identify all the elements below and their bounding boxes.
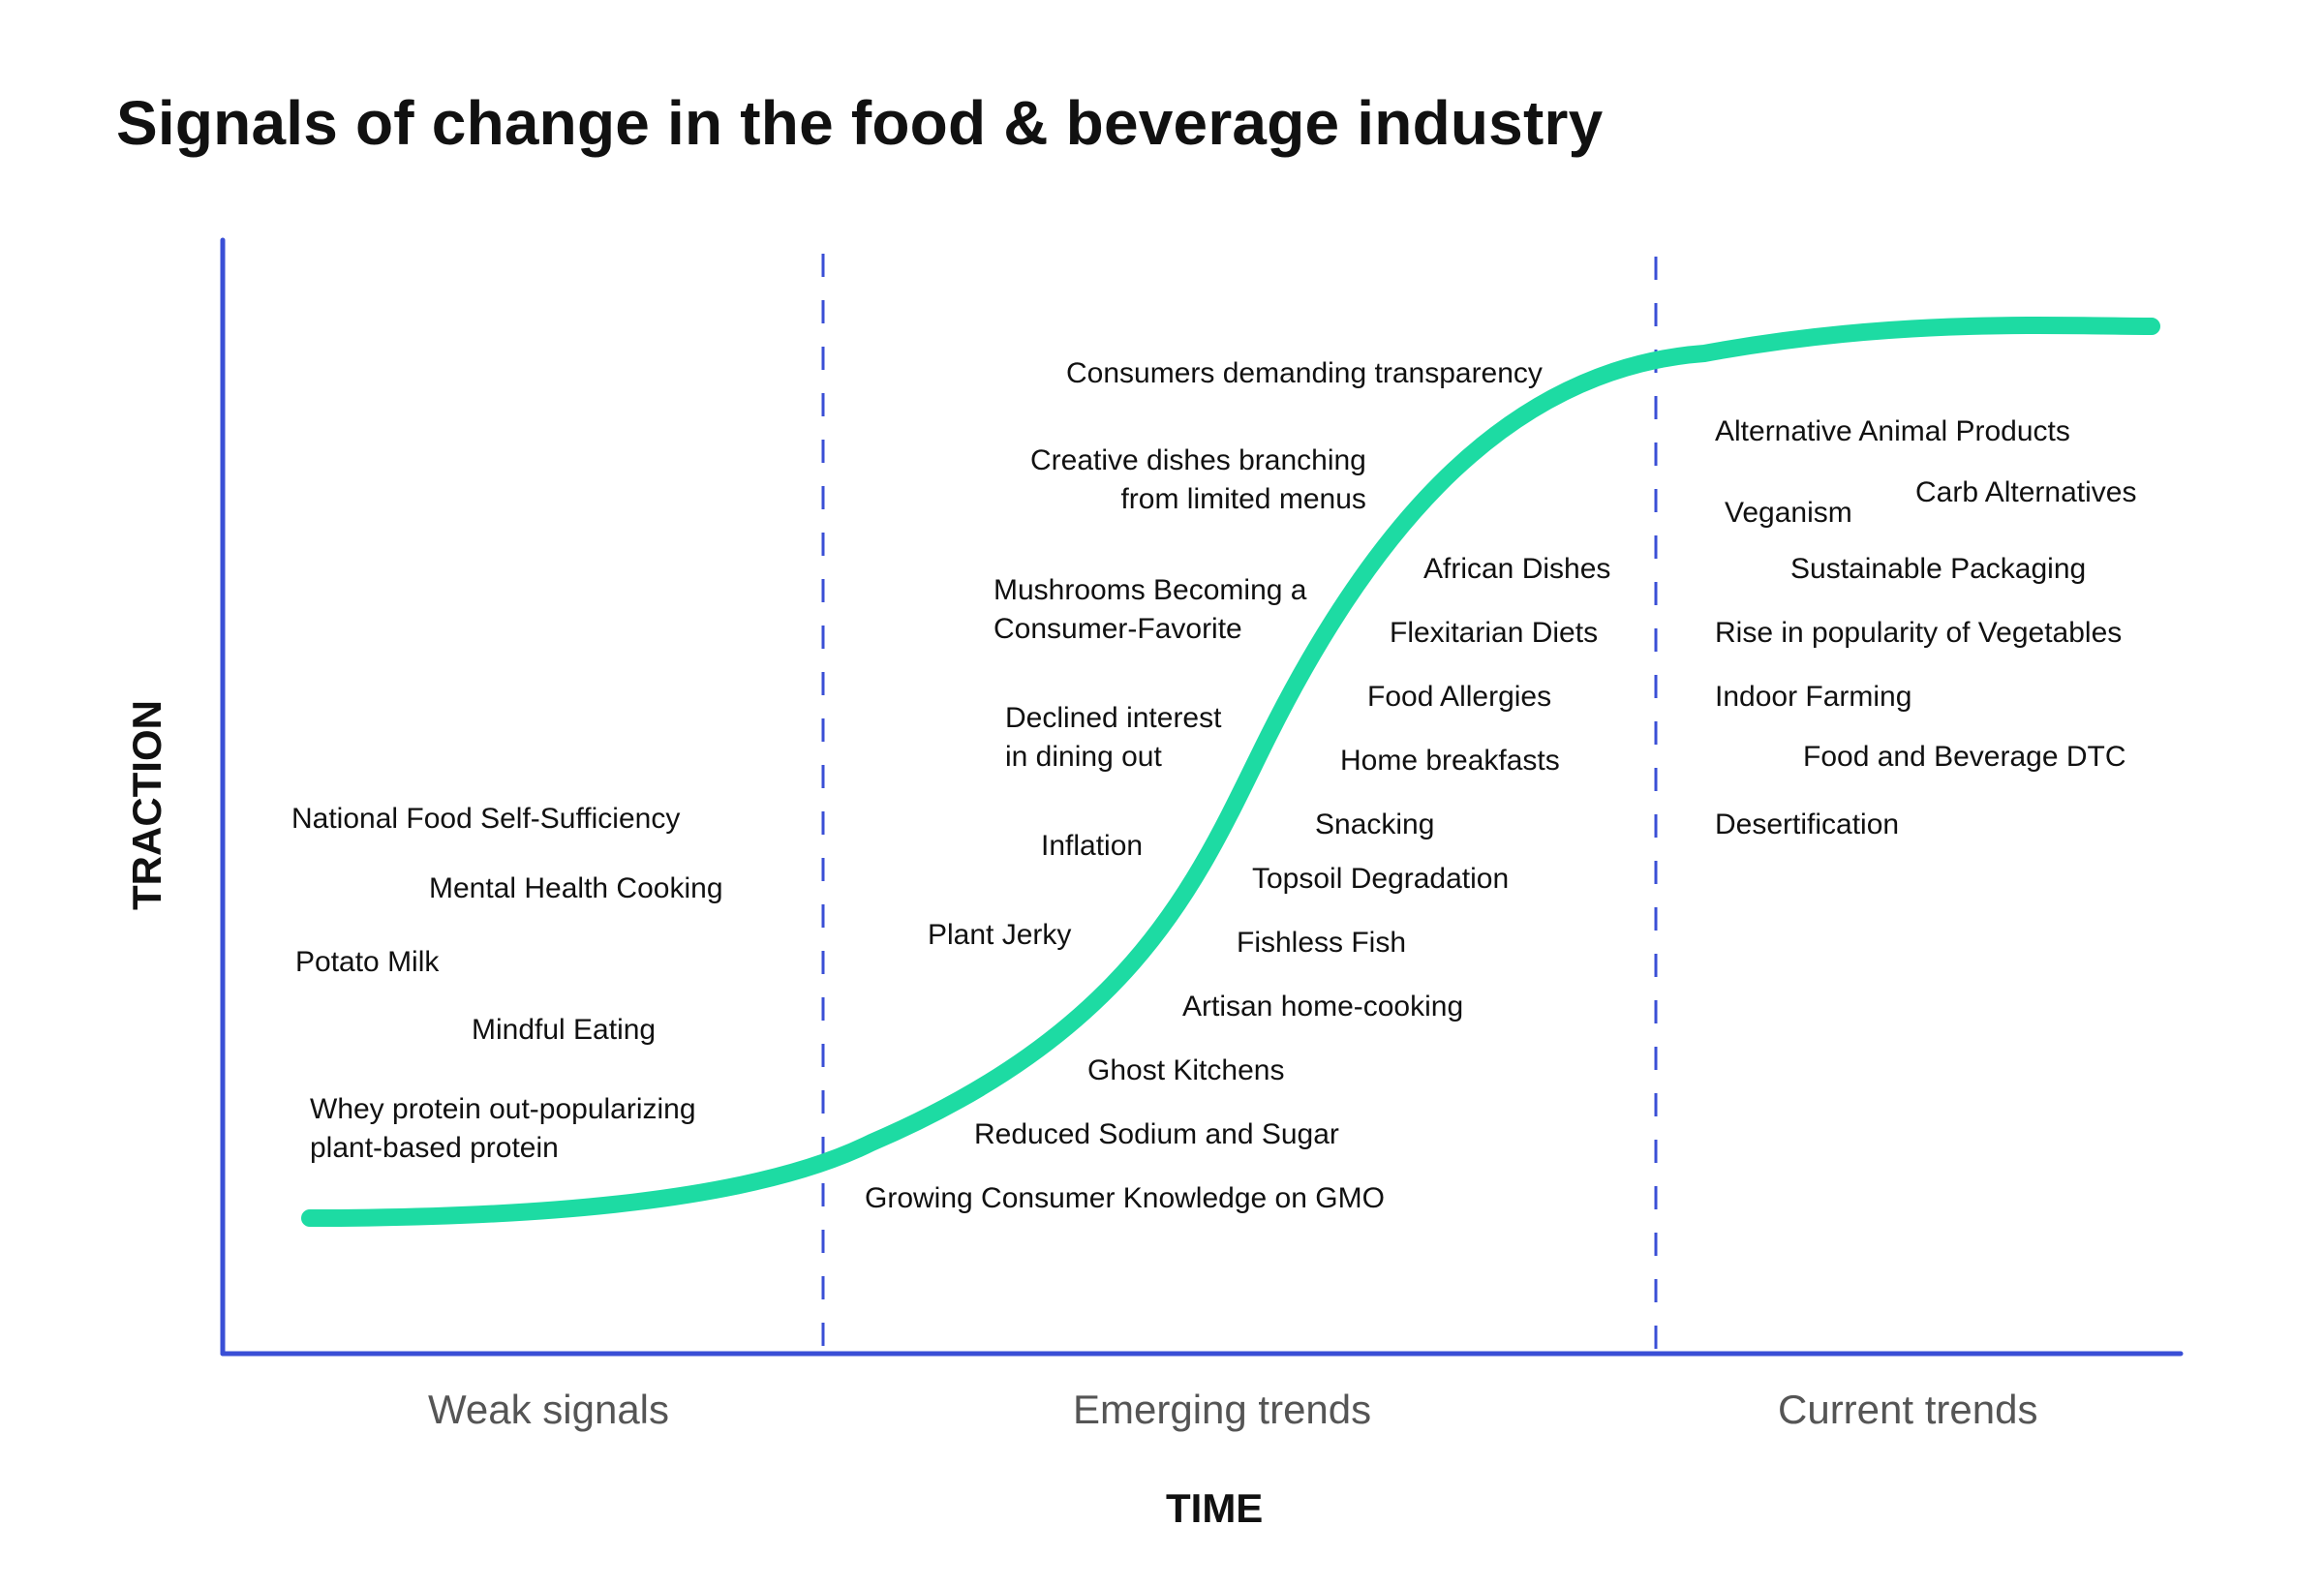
trend-label: Inflation: [1041, 830, 1144, 862]
signal-label: Whey protein out-popularizing plant-based…: [310, 1093, 696, 1164]
trend-label: Creative dishes branching from limited me…: [1030, 444, 1366, 515]
trend-label: Topsoil Degradation: [1252, 863, 1510, 895]
signal-label: Mental Health Cooking: [429, 872, 723, 904]
trend-label: Consumers demanding transparency: [1066, 357, 1543, 389]
adoption-s-curve: [301, 316, 2160, 1227]
trend-label: Food Allergies: [1367, 681, 1552, 713]
signal-label: Mindful Eating: [472, 1014, 657, 1046]
trend-label: Ghost Kitchens: [1087, 1054, 1285, 1086]
trend-label: Veganism: [1725, 497, 1852, 529]
signal-label: Potato Milk: [295, 946, 440, 978]
phase-label-weak-signals: Weak signals: [428, 1387, 670, 1432]
trend-label: Home breakfasts: [1340, 745, 1560, 777]
phase-label-emerging-trends: Emerging trends: [1073, 1387, 1372, 1432]
x-axis-label: TIME: [1166, 1485, 1264, 1531]
trend-label: Desertification: [1715, 809, 1900, 840]
trend-label: Snacking: [1315, 809, 1435, 840]
trend-label: Food and Beverage DTC: [1803, 741, 2126, 773]
page-title: Signals of change in the food & beverage…: [116, 88, 1604, 158]
trend-label: Flexitarian Diets: [1390, 617, 1599, 649]
trend-label: Fishless Fish: [1237, 927, 1407, 959]
phase-label-current-trends: Current trends: [1778, 1387, 2038, 1432]
trend-label: Reduced Sodium and Sugar: [974, 1118, 1339, 1150]
trend-label: Indoor Farming: [1715, 681, 1912, 713]
signal-label: National Food Self-Sufficiency: [291, 803, 681, 835]
trend-label: Mushrooms Becoming a Consumer-Favorite: [994, 574, 1307, 645]
trend-label: African Dishes: [1423, 553, 1611, 585]
trend-label: Carb Alternatives: [1915, 476, 2137, 508]
trend-label: Sustainable Packaging: [1790, 553, 2087, 585]
trend-label: Alternative Animal Products: [1715, 415, 2070, 447]
trend-label: Growing Consumer Knowledge on GMO: [865, 1182, 1385, 1214]
trend-label: Artisan home-cooking: [1182, 991, 1464, 1022]
trend-label: Declined interest in dining out: [1005, 702, 1222, 773]
y-axis-label: TRACTION: [124, 700, 169, 910]
trend-label: Rise in popularity of Vegetables: [1715, 617, 2123, 649]
trend-label: Plant Jerky: [928, 919, 1072, 951]
